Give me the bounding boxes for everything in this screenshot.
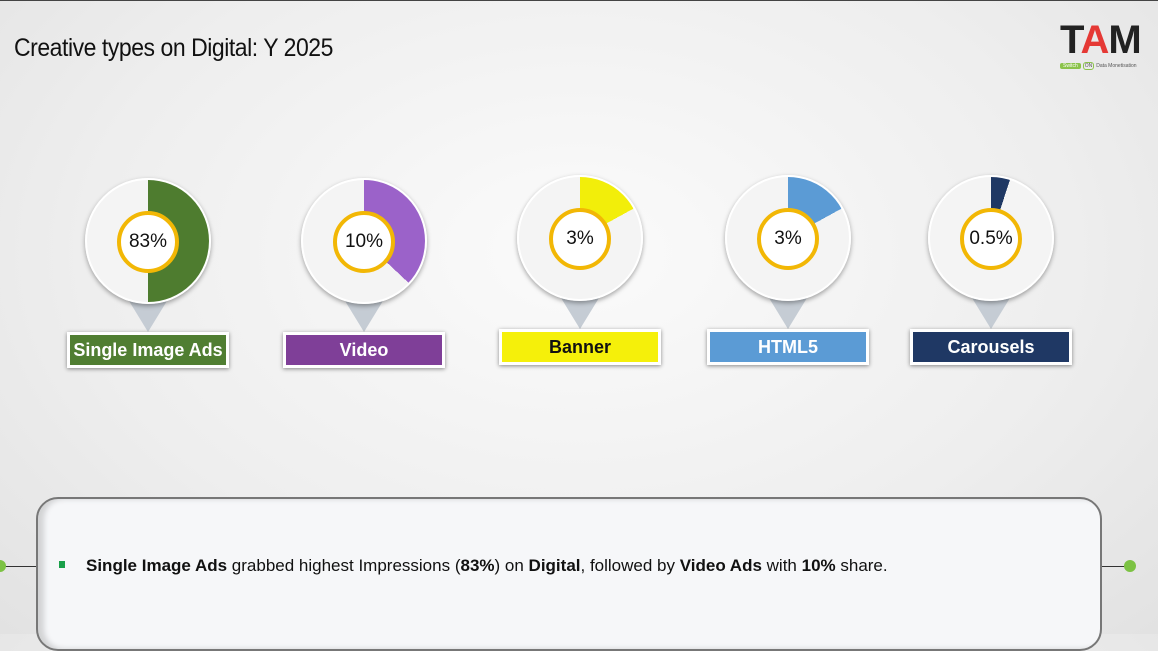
summary-segment: share. xyxy=(835,556,888,575)
summary-panel xyxy=(36,497,1102,651)
category-label: Banner xyxy=(499,329,661,365)
summary-segment: grabbed highest Impressions ( xyxy=(227,556,461,575)
connector-dot-left xyxy=(0,560,6,572)
value-label: 10% xyxy=(333,211,395,273)
summary-segment: ) on xyxy=(494,556,529,575)
page-title: Creative types on Digital: Y 2025 xyxy=(14,34,333,62)
category-label: HTML5 xyxy=(707,329,869,365)
category-label: Single Image Ads xyxy=(67,332,229,368)
summary-segment: Single Image Ads xyxy=(86,556,228,575)
logo-tagline: Switch ON Data Monetisation xyxy=(1060,62,1152,70)
connector-dot-right xyxy=(1124,560,1136,572)
connector-left xyxy=(0,566,38,567)
summary-segment: 83% xyxy=(460,556,495,575)
logo-switch: Switch xyxy=(1060,63,1081,69)
connector-right xyxy=(1098,566,1130,567)
value-label: 83% xyxy=(117,211,179,273)
bullet-icon xyxy=(59,561,65,568)
summary-segment: Digital xyxy=(528,556,581,575)
category-label: Carousels xyxy=(910,329,1072,365)
top-border xyxy=(0,0,1158,1)
summary-segment: Video Ads xyxy=(679,556,762,575)
value-label: 0.5% xyxy=(960,208,1022,270)
logo-text: TAM xyxy=(1060,18,1142,62)
summary-segment: with xyxy=(761,556,802,575)
summary-segment: 10% xyxy=(801,556,836,575)
tam-logo: TAM Switch ON Data Monetisation xyxy=(1060,20,1152,72)
category-label: Video xyxy=(283,332,445,368)
summary-segment: , followed by xyxy=(580,556,680,575)
value-label: 3% xyxy=(757,208,819,270)
logo-on: ON xyxy=(1082,62,1095,70)
summary-text: Single Image Ads grabbed highest Impress… xyxy=(86,556,888,576)
logo-tagline-text: Data Monetisation xyxy=(1096,63,1137,69)
pie-slice xyxy=(725,175,851,301)
value-label: 3% xyxy=(549,208,611,270)
